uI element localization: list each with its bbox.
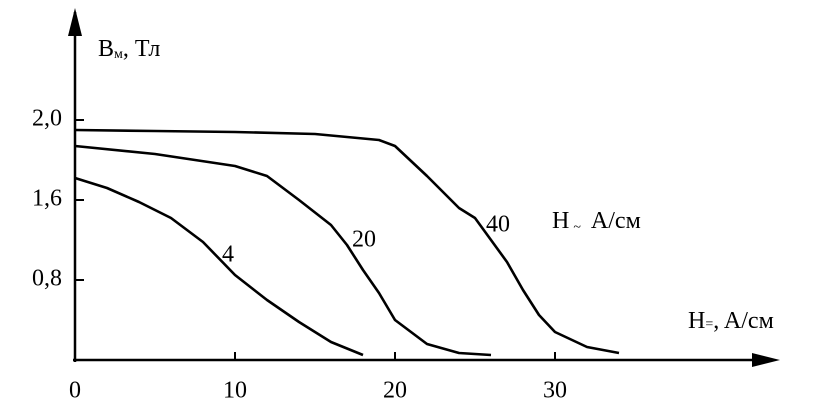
y-title-main: B <box>98 36 114 62</box>
curve <box>74 144 492 357</box>
y-tick-label: 1,6 <box>32 186 62 212</box>
curve <box>74 176 364 357</box>
y-arrow <box>68 8 82 36</box>
legend-title-sub: ~ <box>573 220 581 235</box>
x-tick-label: 30 <box>543 378 567 404</box>
y-axis-title: Bм, Тл <box>98 36 160 63</box>
x-axis-title: H=, A/см <box>688 308 774 334</box>
x-title-main: H <box>688 308 705 334</box>
x-title-sub: = <box>705 317 713 332</box>
y-title-unit: , Тл <box>123 36 160 62</box>
y-title-sub: м <box>114 47 123 62</box>
y-tick-label: 0,8 <box>32 266 62 292</box>
curve-label: 20 <box>352 227 376 253</box>
legend-title: H ~ A/см <box>552 208 641 236</box>
y-tick-label: 2,0 <box>32 106 62 132</box>
x-title-unit: , A/см <box>713 308 774 334</box>
legend-title-main: H <box>552 208 569 234</box>
x-arrow <box>752 353 780 367</box>
x-tick-label: 10 <box>223 378 247 404</box>
x-tick-label: 0 <box>69 378 81 404</box>
curve-label: 4 <box>222 242 234 268</box>
legend-title-unit: A/см <box>591 208 641 234</box>
curve <box>74 128 620 355</box>
x-tick-label: 20 <box>383 378 407 404</box>
curve-label: 40 <box>486 212 510 238</box>
